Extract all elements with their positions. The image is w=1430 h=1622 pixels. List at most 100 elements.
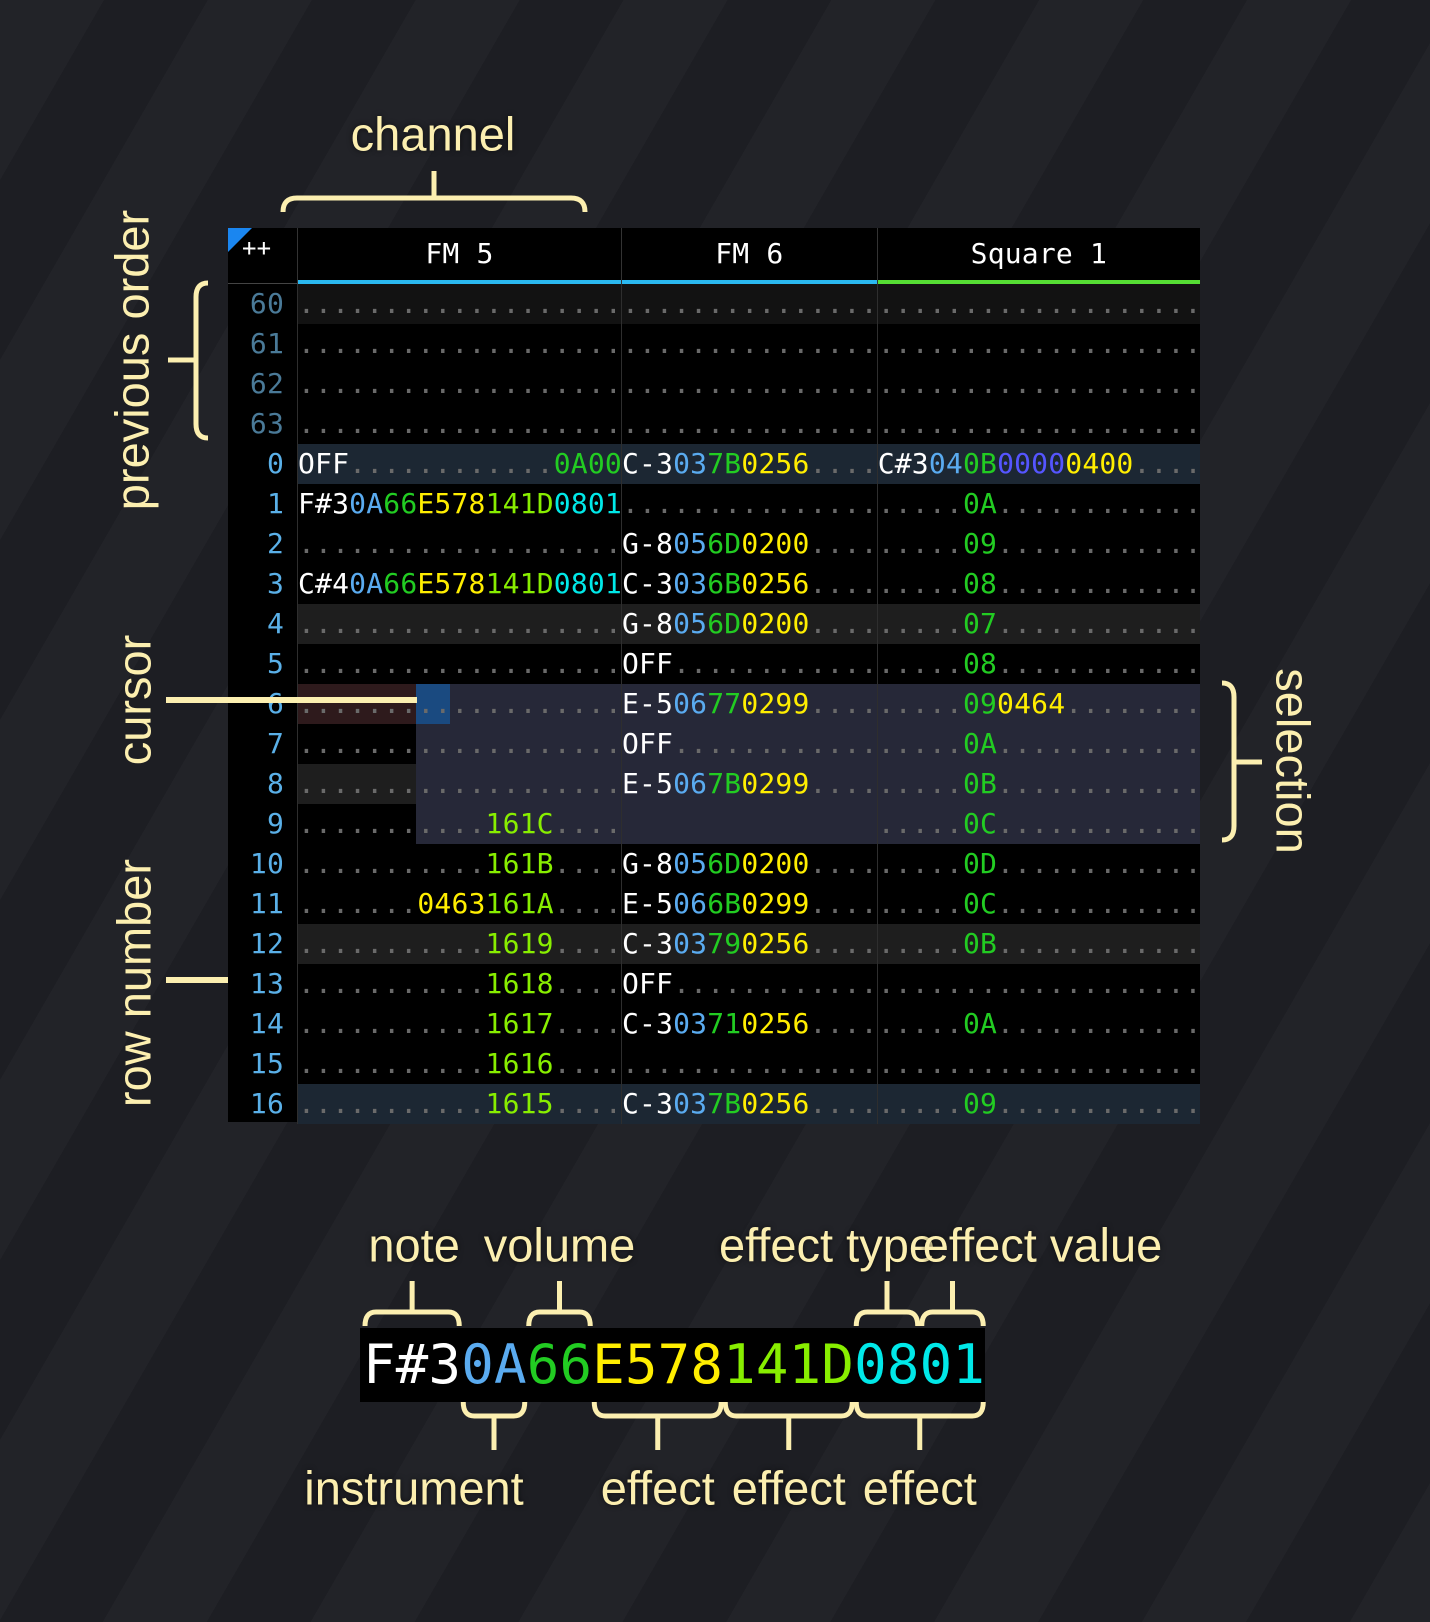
channel-cell[interactable]: ................... xyxy=(297,604,622,644)
cell-value: 07 xyxy=(962,607,998,640)
channel-cell[interactable]: OFF............ xyxy=(620,964,877,1004)
channel-cell[interactable]: ............... xyxy=(620,364,877,404)
channel-cell[interactable]: G-8056D0200.... xyxy=(620,844,878,884)
pattern-row[interactable]: 6................... E-506770299.........… xyxy=(228,684,1201,724)
channel-cell[interactable]: ................... xyxy=(297,324,622,364)
channel-cell[interactable]: G-8056D0200.... xyxy=(620,604,878,644)
channel-cell[interactable]: ................... xyxy=(297,684,622,724)
channel-cell[interactable]: E-506770299.... xyxy=(620,684,878,724)
channel-cell[interactable]: C-3036B0256.... xyxy=(620,564,878,604)
channel-cell[interactable]: F#30A66E578141D0801 xyxy=(297,484,622,524)
channel-cell[interactable]: .....0D............ xyxy=(876,844,1201,884)
pattern-row[interactable]: 9 ...........161C.... .....0C............ xyxy=(228,804,1201,844)
pattern-row[interactable]: 62......................................… xyxy=(228,364,1201,404)
channel-cell[interactable]: .....07............ xyxy=(876,604,1201,644)
channel-cell[interactable]: ................... xyxy=(297,284,622,324)
add-channel-button[interactable]: ++ xyxy=(242,234,272,262)
pattern-row[interactable]: 60......................................… xyxy=(228,284,1201,324)
pattern-row[interactable]: 8................... E-5067B0299.........… xyxy=(228,764,1201,804)
channel-cell[interactable]: OFF............ xyxy=(620,724,877,764)
channel-cell[interactable]: .....08............ xyxy=(876,644,1201,684)
channel-cell[interactable]: ............... xyxy=(620,1044,877,1084)
pattern-row[interactable]: 7................... OFF.................… xyxy=(228,724,1201,764)
empty-slots: ............... xyxy=(621,407,878,440)
channel-cell[interactable]: C-303790256.... xyxy=(620,924,878,964)
pattern-row[interactable]: 0 OFF............0A00 C-3037B0256.... C#304… xyxy=(228,444,1201,484)
channel-cell[interactable]: .....09............ xyxy=(876,1084,1201,1124)
channel-cell[interactable]: .....09............ xyxy=(876,524,1201,564)
cell-value: 0256 xyxy=(741,567,810,600)
channel-cell[interactable]: ................... xyxy=(297,724,622,764)
channel-cell[interactable]: ...........161C.... xyxy=(297,804,622,844)
channel-cell[interactable]: .....090464........ xyxy=(876,684,1201,724)
channel-cell[interactable]: ...........1618.... xyxy=(297,964,622,1004)
channel-cell[interactable]: ...........1616.... xyxy=(297,1044,622,1084)
pattern-row[interactable]: 10 ...........161B.... G-8056D0200........… xyxy=(228,844,1201,884)
channel-cell[interactable]: .....0C............ xyxy=(876,884,1202,924)
channel-cell[interactable]: .....0A............ xyxy=(876,484,1201,524)
empty-slots: ............ xyxy=(997,887,1202,920)
channel-cell[interactable]: ...........1617.... xyxy=(297,1004,622,1044)
channel-cell[interactable]: ................... xyxy=(297,524,622,564)
pattern-row[interactable]: 16 ...........1615.... C-3037B0256........… xyxy=(228,1084,1201,1124)
cell-value: 0A xyxy=(349,487,384,520)
legend-bracket xyxy=(362,1281,462,1327)
channel-cell[interactable]: .....0C............ xyxy=(876,804,1201,844)
channel-cell[interactable]: C-303710256.... xyxy=(620,1004,878,1044)
channel-cell[interactable]: .....0B............ xyxy=(876,924,1201,964)
channel-header-2[interactable]: FM 6 xyxy=(620,228,877,284)
channel-cell[interactable]: .....08............ xyxy=(876,564,1201,604)
pattern-row[interactable]: 61......................................… xyxy=(228,324,1201,364)
channel-cell[interactable]: OFF............0A00 xyxy=(297,444,622,484)
channel-cell[interactable]: C#3040B00000400.... xyxy=(876,444,1201,484)
pattern-row[interactable]: 63......................................… xyxy=(228,404,1201,444)
pattern-row[interactable]: 3 C#40A66E578141D0801 C-3036B0256.........… xyxy=(228,564,1201,604)
channel-cell[interactable]: ................... xyxy=(876,324,1201,364)
channel-cell[interactable]: ............... xyxy=(620,484,877,524)
channel-header-1[interactable]: FM 5 xyxy=(297,228,621,284)
channel-cell[interactable] xyxy=(620,804,877,844)
channel-cell[interactable]: ................... xyxy=(876,964,1201,1004)
channel-cell[interactable]: ................... xyxy=(297,644,622,684)
channel-cell[interactable]: G-8056D0200.... xyxy=(620,524,878,564)
channel-cell[interactable]: ...........1615.... xyxy=(297,1084,622,1124)
channel-cell[interactable]: C-3037B0256.... xyxy=(620,1084,878,1124)
channel-cell[interactable]: C-3037B0256.... xyxy=(620,444,878,484)
channel-cell[interactable]: ................... xyxy=(297,764,622,804)
channel-cell[interactable]: ................... xyxy=(876,1044,1201,1084)
pattern-editor[interactable]: ++ FM 5 FM 6 Square 1 60..................… xyxy=(228,228,1202,1124)
pattern-row[interactable]: 14 ...........1617.... C-303710256........… xyxy=(228,1004,1201,1044)
channel-cell[interactable]: ............... xyxy=(620,284,877,324)
channel-cell[interactable]: ............... xyxy=(620,324,877,364)
channel-name: FM 6 xyxy=(715,237,784,270)
channel-cell[interactable]: ................... xyxy=(876,284,1201,324)
channel-cell[interactable]: E-5066B0299.... xyxy=(620,884,878,924)
channel-cell[interactable]: .....0A............ xyxy=(876,1004,1201,1044)
channel-cell[interactable]: ................... xyxy=(876,404,1201,444)
pattern-row[interactable]: 15 ...........1616.......................… xyxy=(228,1044,1201,1084)
channel-cell[interactable]: OFF............ xyxy=(620,644,877,684)
pattern-row[interactable]: 12 ...........1619.... C-303790256........… xyxy=(228,924,1201,964)
channel-cell[interactable]: E-5067B0299.... xyxy=(620,764,878,804)
legend-label-note: note xyxy=(368,1218,460,1272)
channel-cell[interactable]: ................... xyxy=(297,364,622,404)
pattern-row[interactable]: 2................... G-8056D0200.........… xyxy=(228,524,1201,564)
channel-cell[interactable]: C#40A66E578141D0801 xyxy=(297,564,622,604)
channel-header-3[interactable]: Square 1 xyxy=(876,228,1200,284)
channel-color-bar xyxy=(298,280,621,284)
channel-cell[interactable]: ...........1619.... xyxy=(297,924,622,964)
channel-cell[interactable]: ................... xyxy=(297,404,622,444)
channel-cell[interactable]: ...........161B.... xyxy=(297,844,622,884)
pattern-row[interactable]: 11 .......0463161A.... E-5066B0299........… xyxy=(228,884,1202,924)
channel-cell[interactable]: .......0463161A.... xyxy=(297,884,622,924)
pattern-row[interactable]: 4................... G-8056D0200.........… xyxy=(228,604,1201,644)
empty-slots: ..... xyxy=(877,847,963,880)
channel-cell[interactable]: ................... xyxy=(876,364,1201,404)
channel-cell[interactable]: .....0B............ xyxy=(876,764,1201,804)
pattern-row[interactable]: 5................... OFF.................… xyxy=(228,644,1201,684)
channel-cell[interactable]: ............... xyxy=(620,404,878,444)
pattern-row[interactable]: 13 ...........1618.... OFF................… xyxy=(228,964,1201,1004)
channel-cell[interactable]: .....0A............ xyxy=(876,724,1201,764)
pattern-row[interactable]: 1 F#30A66E578141D0801....................… xyxy=(228,484,1201,524)
